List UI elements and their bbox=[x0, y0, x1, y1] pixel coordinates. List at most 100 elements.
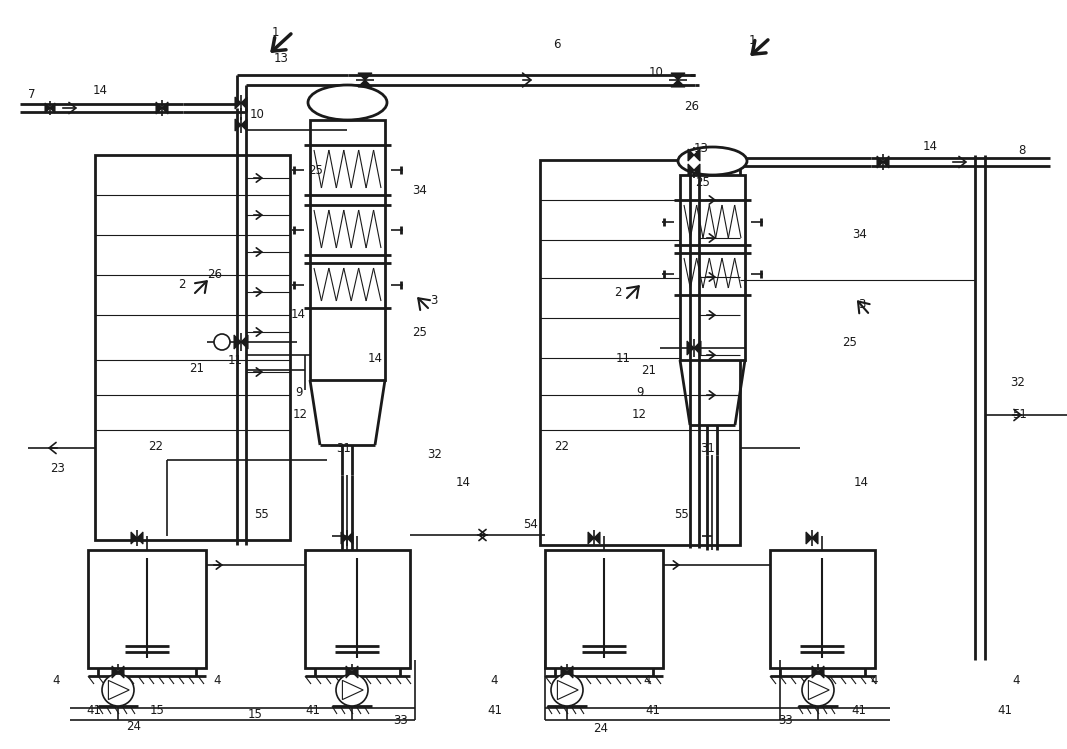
Text: 25: 25 bbox=[695, 177, 710, 189]
Circle shape bbox=[102, 674, 134, 706]
Bar bbox=[680, 175, 745, 360]
Polygon shape bbox=[359, 80, 372, 87]
Polygon shape bbox=[671, 80, 685, 87]
Polygon shape bbox=[156, 102, 162, 114]
Circle shape bbox=[551, 674, 583, 706]
Polygon shape bbox=[588, 532, 594, 544]
Polygon shape bbox=[109, 680, 129, 700]
Polygon shape bbox=[688, 149, 694, 161]
Text: 2: 2 bbox=[178, 279, 186, 291]
Text: 4: 4 bbox=[490, 673, 497, 687]
Text: 13: 13 bbox=[694, 142, 708, 154]
Text: 4: 4 bbox=[213, 673, 221, 687]
Text: 6: 6 bbox=[553, 38, 560, 52]
Polygon shape bbox=[343, 680, 363, 700]
Text: 55: 55 bbox=[254, 509, 269, 521]
Text: 11: 11 bbox=[228, 354, 243, 366]
Text: 4: 4 bbox=[870, 673, 877, 687]
Bar bbox=[87, 550, 206, 668]
Text: 55: 55 bbox=[674, 509, 689, 521]
Text: 22: 22 bbox=[148, 440, 163, 453]
Text: 22: 22 bbox=[554, 440, 569, 453]
Text: 31: 31 bbox=[700, 441, 715, 455]
Text: 25: 25 bbox=[412, 327, 427, 339]
Text: 41: 41 bbox=[86, 703, 101, 717]
Text: 33: 33 bbox=[778, 714, 793, 727]
Text: 15: 15 bbox=[248, 708, 262, 721]
Polygon shape bbox=[671, 73, 685, 80]
Polygon shape bbox=[234, 335, 241, 349]
Text: 4: 4 bbox=[643, 673, 651, 687]
Bar bbox=[540, 160, 740, 545]
Text: 4: 4 bbox=[1012, 673, 1019, 687]
Text: 41: 41 bbox=[644, 703, 660, 717]
Polygon shape bbox=[694, 164, 700, 176]
Polygon shape bbox=[50, 103, 55, 113]
Circle shape bbox=[336, 674, 368, 706]
Bar bbox=[545, 550, 663, 668]
Text: 12: 12 bbox=[632, 408, 647, 422]
Bar bbox=[310, 120, 385, 380]
Ellipse shape bbox=[678, 147, 747, 175]
Polygon shape bbox=[359, 73, 372, 80]
Text: 25: 25 bbox=[842, 336, 857, 350]
Text: 14: 14 bbox=[854, 476, 869, 490]
Polygon shape bbox=[688, 164, 694, 176]
Polygon shape bbox=[162, 102, 168, 114]
Polygon shape bbox=[137, 532, 143, 544]
Polygon shape bbox=[118, 666, 124, 678]
Text: 9: 9 bbox=[636, 386, 643, 399]
Text: 14: 14 bbox=[93, 83, 108, 97]
Polygon shape bbox=[687, 341, 694, 355]
Text: 12: 12 bbox=[293, 408, 308, 422]
Text: 34: 34 bbox=[412, 184, 427, 198]
Text: 26: 26 bbox=[207, 268, 222, 282]
Polygon shape bbox=[567, 666, 573, 678]
Text: 31: 31 bbox=[336, 441, 351, 455]
Text: 3: 3 bbox=[430, 294, 437, 306]
Polygon shape bbox=[241, 97, 246, 109]
Ellipse shape bbox=[308, 85, 387, 120]
Polygon shape bbox=[812, 666, 818, 678]
Circle shape bbox=[214, 334, 230, 350]
Polygon shape bbox=[694, 341, 701, 355]
Bar bbox=[770, 550, 875, 668]
Text: 3: 3 bbox=[858, 299, 865, 312]
Polygon shape bbox=[809, 680, 829, 700]
Text: 10: 10 bbox=[250, 109, 265, 121]
Polygon shape bbox=[241, 335, 248, 349]
Polygon shape bbox=[347, 532, 353, 544]
Text: 9: 9 bbox=[294, 386, 303, 399]
Text: 14: 14 bbox=[368, 351, 383, 365]
Bar bbox=[305, 550, 410, 668]
Text: 7: 7 bbox=[28, 88, 35, 102]
Polygon shape bbox=[694, 149, 700, 161]
Text: 21: 21 bbox=[189, 362, 204, 374]
Text: 54: 54 bbox=[523, 518, 538, 530]
Text: 14: 14 bbox=[291, 309, 306, 321]
Text: 1: 1 bbox=[272, 26, 280, 40]
Polygon shape bbox=[241, 119, 246, 131]
Text: 13: 13 bbox=[274, 52, 289, 64]
Text: 11: 11 bbox=[616, 351, 631, 365]
Text: 33: 33 bbox=[393, 714, 408, 727]
Text: 51: 51 bbox=[1012, 408, 1026, 422]
Polygon shape bbox=[45, 103, 50, 113]
Text: 41: 41 bbox=[851, 703, 866, 717]
Polygon shape bbox=[818, 666, 824, 678]
Polygon shape bbox=[557, 680, 578, 700]
Polygon shape bbox=[235, 97, 241, 109]
Polygon shape bbox=[877, 156, 883, 168]
Polygon shape bbox=[346, 666, 352, 678]
Polygon shape bbox=[341, 532, 347, 544]
Text: 8: 8 bbox=[1018, 144, 1025, 157]
Text: 25: 25 bbox=[308, 163, 323, 177]
Text: 32: 32 bbox=[427, 449, 442, 461]
Polygon shape bbox=[352, 666, 359, 678]
Polygon shape bbox=[812, 532, 818, 544]
Text: 1: 1 bbox=[749, 34, 757, 46]
Text: 10: 10 bbox=[649, 67, 664, 79]
Text: 41: 41 bbox=[997, 703, 1012, 717]
Text: 24: 24 bbox=[126, 721, 141, 733]
Polygon shape bbox=[112, 666, 118, 678]
